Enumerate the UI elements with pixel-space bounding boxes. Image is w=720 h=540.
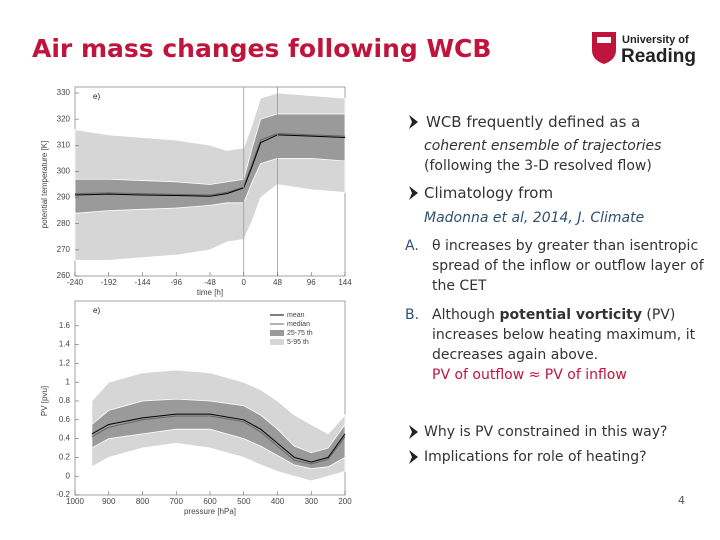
y-tick-label: 280 [57, 219, 71, 228]
x-tick-label: 0 [242, 278, 247, 287]
bullet-detail: (following the 3-D resolved flow) [424, 158, 652, 174]
chart: -240 -192 -144 -96 -48 0 48 96 144 260 270 280 290 30… [40, 86, 352, 297]
bullet-detail: coherent ensemble of trajectories [424, 138, 662, 154]
panel-label: e) [93, 92, 100, 101]
x-tick-label: -48 [204, 278, 216, 287]
x-axis-label: time [h] [197, 288, 223, 297]
logo-shield [592, 32, 616, 64]
x-tick-label: 96 [307, 278, 316, 287]
logo-line1: University of [622, 34, 689, 46]
question: Why is PV constrained in this way? [424, 424, 668, 440]
x-tick-label: 900 [102, 497, 116, 506]
highlight: PV of outflow ≈ PV of inflow [432, 367, 627, 383]
x-tick-label: 1000 [66, 497, 84, 506]
point-text: θ increases by greater than isentropic s… [432, 238, 704, 294]
x-tick-label: 48 [273, 278, 282, 287]
y-tick-label: 330 [57, 88, 71, 97]
panel-label: e) [93, 306, 100, 315]
bullet-text: WCB frequently defined as a [426, 113, 641, 131]
y-tick-label: 1.2 [59, 359, 71, 368]
x-tick-label: 700 [170, 497, 184, 506]
y-axis-label: PV [pvu] [40, 386, 49, 416]
bold-term: potential vorticity [499, 307, 642, 323]
y-tick-label: -0.2 [56, 490, 70, 499]
legend-label: 25-75 th [287, 330, 313, 337]
bullet-arrow [409, 115, 418, 129]
x-tick-label: 144 [338, 278, 352, 287]
y-tick-label: 300 [57, 167, 71, 176]
y-tick-label: 320 [57, 114, 71, 123]
bullet-text: Climatology from [424, 184, 554, 202]
text: Although [432, 307, 500, 323]
chart: 1000 900 800 700 600 500 400 300 200 -0.2 0 0.2 0.4 0… [40, 300, 352, 516]
y-tick-label: 0 [66, 471, 71, 480]
y-tick-label: 270 [57, 245, 71, 254]
point-label: B. [405, 307, 420, 323]
line [74, 133, 346, 196]
bullet-arrow [409, 425, 418, 439]
line [74, 134, 346, 197]
x-tick-label: -192 [101, 278, 118, 287]
text: (PV) increases below heating maximum, it… [432, 307, 696, 363]
y-tick-label: 1.6 [59, 321, 71, 330]
y-axis-label: potential temperature [K] [40, 141, 49, 229]
logo: University of Reading [592, 32, 696, 67]
point-label: A. [405, 238, 419, 254]
y-tick-label: 260 [57, 271, 71, 280]
slide-title: Air mass changes following WCB [32, 34, 491, 63]
x-axis-label: pressure [hPa] [184, 507, 236, 516]
x-tick-label: -240 [67, 278, 84, 287]
x-tick-label: 500 [237, 497, 251, 506]
x-tick-label: -96 [170, 278, 182, 287]
y-tick-label: 0.4 [59, 434, 71, 443]
bullet-arrow [409, 186, 418, 200]
bullet-arrow [409, 450, 418, 464]
y-tick-label: 1 [66, 377, 71, 386]
page-number: 4 [678, 494, 685, 507]
x-tick-label: 600 [203, 497, 217, 506]
legend-swatch [270, 339, 284, 345]
y-tick-label: 290 [57, 193, 71, 202]
line [91, 415, 346, 465]
x-tick-label: 400 [271, 497, 285, 506]
logo-line2: Reading [621, 46, 696, 67]
x-tick-label: 300 [305, 497, 319, 506]
y-tick-label: 1.4 [59, 340, 71, 349]
y-tick-label: 0.2 [59, 453, 71, 462]
logo-book [597, 37, 611, 43]
line [91, 413, 346, 463]
question: Implications for role of heating? [424, 449, 647, 465]
legend-label: 5-95 th [287, 339, 309, 346]
x-tick-label: 200 [338, 497, 352, 506]
y-tick-label: 310 [57, 140, 71, 149]
legend-label: median [287, 321, 310, 328]
y-tick-label: 0.8 [59, 396, 71, 405]
point-text: Although potential vorticity (PV) increa… [432, 305, 712, 385]
legend-label: mean [287, 312, 305, 319]
legend-swatch [270, 330, 284, 336]
x-tick-label: -144 [134, 278, 151, 287]
citation: Madonna et al, 2014, J. Climate [424, 210, 645, 226]
x-tick-label: 800 [136, 497, 150, 506]
y-tick-label: 0.6 [59, 415, 71, 424]
